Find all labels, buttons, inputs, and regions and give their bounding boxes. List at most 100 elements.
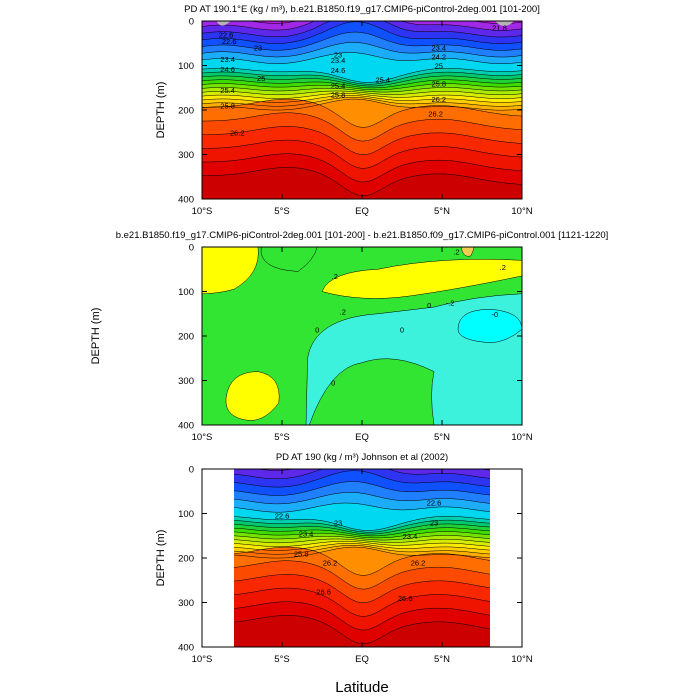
- y-tick-label: 0: [189, 243, 194, 254]
- chart-title: PD AT 190.1°E (kg / m³), b.e21.B1850.f19…: [184, 4, 540, 15]
- y-tick-label: 400: [178, 643, 194, 654]
- x-tick-label: 5°S: [274, 432, 289, 443]
- x-tick-label: 5°S: [274, 206, 289, 217]
- x-tick-label: 5°N: [434, 654, 450, 665]
- x-tick-label: EQ: [355, 206, 369, 217]
- contour-label: .2: [332, 272, 338, 281]
- contour-line: [234, 516, 490, 531]
- y-axis-label: DEPTH (m): [155, 530, 167, 587]
- y-tick-label: 0: [189, 465, 194, 476]
- contour-line: [202, 90, 522, 96]
- contour-label: 25: [257, 74, 265, 83]
- contour-line: [234, 535, 490, 541]
- contour-label: 25.4: [375, 76, 390, 85]
- land-mask: [494, 21, 514, 26]
- contour-label: 26.2: [323, 559, 338, 568]
- contour-line: [234, 587, 490, 617]
- contour-label: 25.4: [331, 82, 346, 91]
- contour-fill-band: [234, 615, 490, 647]
- contour-line: [234, 574, 490, 603]
- contour-line: [202, 71, 522, 85]
- contour-line: [234, 546, 490, 576]
- contour-fill-band: [260, 247, 318, 272]
- contour-label: 26.6: [398, 594, 413, 603]
- contour-line: [234, 560, 490, 590]
- x-tick-label: 10°N: [511, 206, 532, 217]
- contour-label: 24.6: [331, 66, 346, 75]
- contour-label: 26.2: [428, 110, 443, 119]
- chart-title: b.e21.B1850.f19_g17.CMIP6-piControl-2deg…: [116, 230, 609, 241]
- contour-fill-band: [321, 258, 522, 299]
- contour-line: [234, 481, 490, 496]
- contour-line: [202, 87, 522, 93]
- contour-label: 22.6: [222, 37, 237, 46]
- x-tick-label: 10°S: [192, 654, 213, 665]
- y-axis-label: DEPTH (m): [90, 308, 102, 365]
- contour-line: [202, 153, 522, 183]
- y-tick-label: 0: [189, 17, 194, 28]
- x-axis-label: Latitude: [335, 679, 388, 696]
- contour-line: [234, 492, 490, 505]
- y-tick-label: 300: [178, 150, 194, 161]
- chart-panel-2: .2 .2 .2 .2 0 0 0 0 -.2 -0 b.e21.B1850.f19_g17.CMI…: [90, 230, 608, 443]
- land-mask: [202, 21, 231, 26]
- contour-line: [202, 95, 522, 103]
- contour-label: 23: [334, 518, 342, 527]
- y-tick-label: 400: [178, 421, 194, 432]
- contour-line: [234, 541, 490, 547]
- y-tick-label: 200: [178, 106, 194, 117]
- contour-label: 26.2: [431, 95, 446, 104]
- contour-line: [202, 52, 522, 64]
- x-tick-label: 10°S: [192, 206, 213, 217]
- contour-label: 23.4: [331, 56, 346, 65]
- contour-label: .2: [453, 247, 459, 256]
- y-tick-label: 200: [178, 332, 194, 343]
- contour-line: [234, 538, 490, 544]
- contour-line: [202, 79, 522, 89]
- contour-fill-band: [457, 309, 522, 343]
- x-tick-label: 10°N: [511, 654, 532, 665]
- contour-label: .2: [340, 308, 346, 317]
- contour-line: [202, 112, 522, 142]
- contour-label: 23: [334, 50, 342, 59]
- contour-line: [234, 545, 490, 555]
- chart-panel-3: 22.6 22.6 23 23 23.4 23.4 25.8 26.2 26.2 26.6 26.6…: [155, 452, 533, 665]
- contour-line: [202, 83, 522, 91]
- contour-line: [202, 93, 522, 99]
- contour-line: [234, 519, 490, 533]
- x-tick-label: EQ: [355, 654, 369, 665]
- contour-line: [202, 98, 522, 111]
- contour-label: 22.6: [275, 512, 290, 521]
- contour-line: [202, 97, 522, 107]
- contour-label: 25.8: [294, 550, 309, 559]
- contour-label: .2: [500, 263, 506, 272]
- contour-label: 23: [430, 518, 438, 527]
- contour-label: 24.6: [220, 65, 235, 74]
- contour-line: [234, 469, 490, 471]
- contour-line: [202, 21, 522, 38]
- x-tick-label: EQ: [355, 432, 369, 443]
- contour-label: 23.4: [431, 44, 446, 53]
- contour-label: 23.4: [403, 532, 418, 541]
- y-tick-label: 100: [178, 61, 194, 72]
- contour-line: [202, 21, 522, 31]
- y-tick-label: 300: [178, 598, 194, 609]
- contour-label: 26.2: [411, 559, 426, 568]
- contour-line: [234, 502, 490, 513]
- contour-fill-band: [202, 167, 522, 199]
- contour-line: [202, 21, 522, 24]
- contour-line: [234, 601, 490, 631]
- contour-label: -.2: [446, 299, 455, 308]
- y-tick-label: 200: [178, 554, 194, 565]
- contour-line: [202, 67, 522, 83]
- contour-line: [202, 98, 522, 128]
- y-tick-label: 100: [178, 287, 194, 298]
- contour-label: 25.8: [431, 79, 446, 88]
- contour-label: 23.4: [299, 530, 314, 539]
- y-tick-label: 300: [178, 376, 194, 387]
- contour-label: 25.8: [220, 102, 235, 111]
- contour-label: 25.8: [331, 90, 346, 99]
- contour-fill-band: [460, 247, 475, 257]
